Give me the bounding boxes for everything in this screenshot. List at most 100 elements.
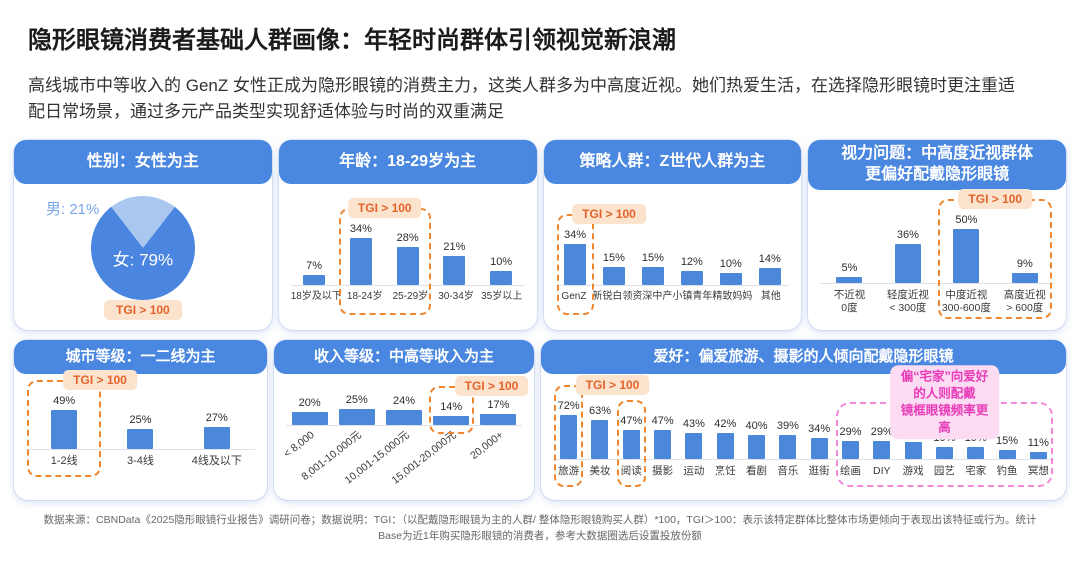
bar-value-label: 39%: [776, 420, 799, 433]
bar-category-label: 看剧: [746, 465, 768, 477]
bar-category-label: 其他: [760, 291, 781, 302]
bar: [935, 447, 953, 459]
bar: [680, 270, 703, 285]
bar: [291, 412, 328, 425]
bar-category-label: 旅游: [558, 465, 580, 477]
tgi-badge: TGI > 100: [63, 370, 137, 390]
bar: [51, 409, 78, 449]
chart-city: 49% 25% 27% 1-2线 3-4线 4线及以下 TGI > 100: [26, 370, 255, 496]
bar-value-label: 21%: [443, 241, 466, 254]
bar-category-label: 美妆: [589, 465, 611, 477]
bar-category-label: 园艺: [933, 465, 955, 477]
bar: [386, 409, 422, 425]
bar: [1011, 272, 1038, 283]
bar-category-label: 中度近视 300-600度: [941, 288, 991, 314]
bar: [303, 275, 326, 285]
bar-category-label: 轻度近视 < 300度: [886, 288, 929, 314]
bar: [622, 430, 640, 459]
bar-category-label: 30-34岁: [438, 291, 474, 302]
bar: [480, 414, 517, 425]
bar-value-label: 10%: [490, 256, 513, 269]
bar-category-label: 精致妈妈: [712, 291, 753, 302]
bar: [203, 427, 230, 449]
panel-age: 年龄：18-29岁为主 7% 34% 28% 21% 10% 18岁及以下 18-24岁 25-…: [278, 140, 537, 330]
bar-category-label: 4线及以下: [191, 455, 242, 467]
labels-row: 不近视 0度 轻度近视 < 300度 中度近视 300-600度 高度近视 > 600…: [820, 284, 1054, 316]
chart-hobbies: 72%63%47%47%43%42%40%39%34%29%29%28%19%1…: [553, 365, 1054, 496]
bar-category-label: 25-29岁: [392, 291, 429, 302]
charts-row-bottom: 城市等级：一二线为主 49% 25% 27% 1-2线 3-4线 4线及以下 TGI > 10…: [14, 340, 1066, 500]
chart-strategy: 34% 15% 15% 12% 10% 14% GenZ 新锐白领 资深中产 小镇青年 精致妈妈 其他…: [555, 190, 790, 326]
bars-row: 34% 15% 15% 12% 10% 14%: [555, 190, 790, 286]
bar-value-label: 36%: [896, 228, 919, 241]
bar-column: 15%: [633, 252, 672, 285]
bar-value-label: 24%: [392, 394, 416, 407]
bar: [873, 441, 891, 459]
bar-column: 43%: [678, 418, 709, 459]
bar-value-label: 9%: [1016, 257, 1033, 270]
panel-header-age: 年龄：18-29岁为主: [278, 140, 537, 184]
bar: [127, 429, 154, 449]
tgi-badge: TGI > 100: [958, 188, 1033, 209]
panel-vision: 视力问题：中高度近视群体 更偏好配戴隐形眼镜 5% 36% 50% 9% 不近视 0度 轻度…: [808, 140, 1066, 330]
bar-value-label: 29%: [839, 426, 862, 439]
bar-value-label: 42%: [714, 418, 737, 431]
bar-column: 9%: [996, 258, 1054, 283]
bar-column: 29%: [866, 426, 897, 459]
bar-category-label: 音乐: [777, 465, 799, 477]
bar: [563, 244, 586, 285]
tgi-badge: TGI > 100: [347, 198, 422, 218]
bar-value-label: 50%: [955, 213, 978, 226]
bar-category-label: 35岁以上: [481, 291, 523, 302]
bar-category-label: 冥想: [1027, 465, 1049, 477]
bar-category-label: 逛街: [808, 465, 830, 477]
bar: [758, 268, 781, 285]
bar-value-label: 47%: [620, 415, 643, 428]
bar: [716, 433, 734, 459]
bar-column: 29%: [835, 426, 866, 459]
bar: [836, 277, 863, 283]
tgi-badge: TGI > 100: [572, 204, 646, 224]
bar: [998, 449, 1016, 459]
bar-column: 28%: [384, 232, 431, 285]
bar-category-label: 游戏: [902, 465, 924, 477]
rotated-label-text: < 8,000: [281, 429, 317, 461]
bar-column: 10%: [711, 258, 750, 285]
bar-value-label: 11%: [1027, 437, 1049, 450]
bar-column: 34%: [804, 423, 835, 459]
bar-column: 47%: [616, 415, 647, 459]
charts-row-top: 性别：女性为主 男: 21% 女: 79% TGI > 100 年龄：18-29岁为主 7…: [14, 140, 1066, 330]
bar: [602, 267, 625, 285]
bar-category-label: 运动: [683, 465, 705, 477]
bar-value-label: 27%: [205, 412, 228, 425]
bar-category-label: 摄影: [652, 465, 674, 477]
pie-male-slice-label: 男: 21%: [46, 201, 100, 218]
gender-pie-chart: 女: 79%: [90, 196, 195, 300]
bar-column: 14%: [750, 253, 789, 285]
bar-column: 7%: [291, 260, 338, 285]
bar-value-label: 34%: [349, 223, 372, 236]
labels-row: 1-2线 3-4线 4线及以下: [26, 450, 255, 474]
bar: [338, 409, 375, 425]
bar-category-label: 18岁及以下: [290, 291, 342, 302]
bar-value-label: 25%: [345, 394, 368, 406]
bar-column: 5%: [820, 262, 878, 283]
bar-value-label: 28%: [396, 231, 419, 244]
labels-row: < 8,000 8,001-10,000元 10,001-15,000元 15,001…: [282, 426, 522, 487]
bar: [490, 271, 513, 285]
bar: [641, 267, 664, 285]
bar: [654, 430, 672, 459]
bar-category-label: 资深中产: [632, 291, 673, 302]
bar-category-label: 钓鱼: [996, 465, 1018, 477]
chart-income: 20% 25% 24% 14% 17% < 8,000 8,001-10,000元 10,00…: [282, 376, 529, 496]
bar-value-label: 15%: [641, 252, 664, 264]
bar-column: 34%: [338, 223, 385, 285]
bar-column: 63%: [584, 405, 615, 459]
bar-category-label: DIY: [873, 465, 891, 477]
bar-value-label: 63%: [588, 405, 611, 418]
bar-category-label: 烹饪: [714, 465, 736, 477]
bar-category-label: GenZ: [561, 291, 587, 302]
bar-value-label: 49%: [53, 394, 76, 407]
chart-vision: 5% 36% 50% 9% 不近视 0度 轻度近视 < 300度 中度近视 300-600度…: [820, 188, 1054, 326]
